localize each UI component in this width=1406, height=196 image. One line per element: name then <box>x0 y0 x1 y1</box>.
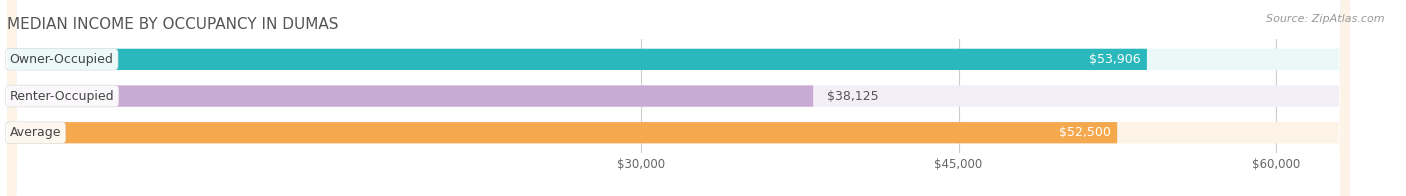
Text: Source: ZipAtlas.com: Source: ZipAtlas.com <box>1267 14 1385 24</box>
Text: $53,906: $53,906 <box>1088 53 1140 66</box>
FancyBboxPatch shape <box>7 85 813 107</box>
Text: $38,125: $38,125 <box>827 90 879 103</box>
Text: Average: Average <box>10 126 62 139</box>
FancyBboxPatch shape <box>7 0 1350 196</box>
FancyBboxPatch shape <box>7 0 1350 196</box>
FancyBboxPatch shape <box>7 49 1147 70</box>
Text: Owner-Occupied: Owner-Occupied <box>10 53 114 66</box>
Text: Renter-Occupied: Renter-Occupied <box>10 90 114 103</box>
FancyBboxPatch shape <box>7 0 1350 196</box>
FancyBboxPatch shape <box>7 122 1118 143</box>
Text: MEDIAN INCOME BY OCCUPANCY IN DUMAS: MEDIAN INCOME BY OCCUPANCY IN DUMAS <box>7 17 339 33</box>
Text: $52,500: $52,500 <box>1059 126 1111 139</box>
